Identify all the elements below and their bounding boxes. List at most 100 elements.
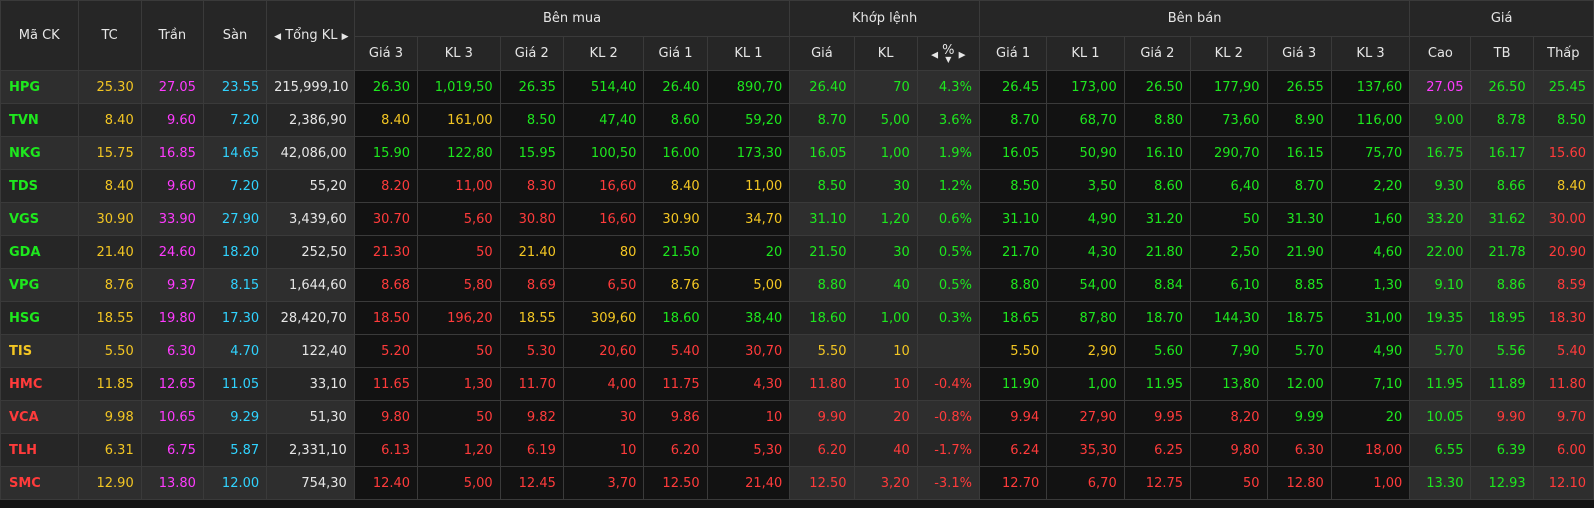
header-bid-price-3[interactable]: Giá 3 [353, 36, 419, 71]
left-arrow-icon[interactable]: ◀ [274, 32, 282, 42]
bid-vol-2-cell: 16,60 [562, 202, 645, 236]
ask-price-3-cell: 8.85 [1266, 268, 1332, 302]
header-ceiling[interactable]: Trần [140, 0, 204, 71]
header-match-price[interactable]: Giá [789, 36, 855, 71]
ask-price-3-cell: 31.30 [1266, 202, 1332, 236]
header-ask-price-1[interactable]: Giá 1 [978, 36, 1048, 71]
header-bid-vol-2[interactable]: KL 2 [562, 36, 645, 71]
reference-cell: 8.40 [77, 169, 142, 203]
total-volume-label: Tổng KL [285, 28, 338, 43]
ask-price-2-cell: 11.95 [1123, 367, 1192, 401]
table-row[interactable]: NKG 15.75 16.85 14.65 42,086,00 15.90 122,80 15… [0, 136, 1594, 170]
table-row[interactable]: HPG 25.30 27.05 23.55 215,999,10 26.30 1,019,5… [0, 70, 1594, 104]
bid-vol-2-cell: 10 [562, 433, 645, 467]
ask-vol-2-cell: 73,60 [1190, 103, 1268, 137]
header-total-volume[interactable]: ◀ Tổng KL ▶ [266, 0, 355, 71]
right-arrow-icon[interactable]: ▶ [958, 50, 966, 60]
bid-vol-3-cell: 161,00 [417, 103, 501, 137]
header-average[interactable]: TB [1470, 36, 1534, 71]
ask-price-2-cell: 8.60 [1123, 169, 1192, 203]
bid-price-2-cell: 21.40 [499, 235, 564, 269]
header-bid-vol-1[interactable]: KL 1 [706, 36, 791, 71]
header-price-group: Giá [1409, 0, 1594, 37]
bid-vol-1-cell: 59,20 [706, 103, 791, 137]
ask-vol-3-cell: 75,70 [1330, 136, 1411, 170]
low-cell: 6.00 [1532, 433, 1594, 467]
match-percent-cell: -0.4% [916, 367, 980, 401]
header-bid-price-1[interactable]: Giá 1 [643, 36, 708, 71]
high-cell: 16.75 [1409, 136, 1472, 170]
header-bid-price-2[interactable]: Giá 2 [499, 36, 564, 71]
bid-vol-2-cell: 4,00 [562, 367, 645, 401]
ask-price-1-cell: 16.05 [978, 136, 1048, 170]
header-floor[interactable]: Sàn [202, 0, 268, 71]
ask-price-1-cell: 8.80 [978, 268, 1048, 302]
total-volume-cell: 215,999,10 [266, 70, 355, 104]
ask-price-1-cell: 6.24 [978, 433, 1048, 467]
header-ask-vol-1[interactable]: KL 1 [1046, 36, 1125, 71]
header-ask-price-3[interactable]: Giá 3 [1266, 36, 1332, 71]
header-ask-price-2[interactable]: Giá 2 [1123, 36, 1192, 71]
table-row[interactable]: VPG 8.76 9.37 8.15 1,644,60 8.68 5,80 8.69 6,50 8… [0, 268, 1594, 302]
header-match-volume[interactable]: KL [853, 36, 918, 71]
header-symbol[interactable]: Mã CK [0, 0, 79, 71]
high-cell: 9.00 [1409, 103, 1472, 137]
table-row[interactable]: VGS 30.90 33.90 27.90 3,439,60 30.70 5,60 30.80… [0, 202, 1594, 236]
header-reference[interactable]: TC [77, 0, 142, 71]
ask-vol-2-cell: 50 [1190, 466, 1268, 500]
table-row[interactable]: TLH 6.31 6.75 5.87 2,331,10 6.13 1,20 6.19 10 6.2… [0, 433, 1594, 467]
ask-vol-2-cell: 9,80 [1190, 433, 1268, 467]
table-row[interactable]: GDA 21.40 24.60 18.20 252,50 21.30 50 21.40 80 21… [0, 235, 1594, 269]
table-row[interactable]: TVN 8.40 9.60 7.20 2,386,90 8.40 161,00 8.50 47,… [0, 103, 1594, 137]
table-row[interactable]: TIS 5.50 6.30 4.70 122,40 5.20 50 5.30 20,60 5.40… [0, 334, 1594, 368]
match-price-cell: 8.70 [789, 103, 855, 137]
floor-cell: 7.20 [202, 169, 268, 203]
right-arrow-icon[interactable]: ▶ [341, 32, 349, 42]
bid-price-3-cell: 11.65 [353, 367, 419, 401]
header-high[interactable]: Cao [1409, 36, 1472, 71]
ask-vol-1-cell: 3,50 [1046, 169, 1125, 203]
average-cell: 11.89 [1470, 367, 1534, 401]
bid-price-1-cell: 8.76 [643, 268, 708, 302]
ask-price-3-cell: 26.55 [1266, 70, 1332, 104]
average-cell: 18.95 [1470, 301, 1534, 335]
bid-vol-3-cell: 5,60 [417, 202, 501, 236]
header-match-percent[interactable]: ◀ % ▼ ▶ [916, 36, 980, 71]
table-row[interactable]: VCA 9.98 10.65 9.29 51,30 9.80 50 9.82 30 9.86 10 9… [0, 400, 1594, 434]
header-ask-vol-3[interactable]: KL 3 [1330, 36, 1411, 71]
bid-price-2-cell: 26.35 [499, 70, 564, 104]
bid-vol-3-cell: 1,30 [417, 367, 501, 401]
match-volume-cell: 5,00 [853, 103, 918, 137]
low-cell: 30.00 [1532, 202, 1594, 236]
sort-desc-icon[interactable]: ▼ [945, 54, 952, 64]
bid-price-3-cell: 21.30 [353, 235, 419, 269]
match-volume-cell: 10 [853, 367, 918, 401]
header-bid-vol-3[interactable]: KL 3 [417, 36, 501, 71]
match-price-cell: 18.60 [789, 301, 855, 335]
ask-price-1-cell: 26.45 [978, 70, 1048, 104]
floor-cell: 23.55 [202, 70, 268, 104]
table-row[interactable]: SMC 12.90 13.80 12.00 754,30 12.40 5,00 12.45 3,… [0, 466, 1594, 500]
match-volume-cell: 1,20 [853, 202, 918, 236]
table-row[interactable]: HSG 18.55 19.80 17.30 28,420,70 18.50 196,20 18… [0, 301, 1594, 335]
ask-vol-2-cell: 6,10 [1190, 268, 1268, 302]
header-low[interactable]: Thấp [1532, 36, 1594, 71]
ask-price-2-cell: 9.95 [1123, 400, 1192, 434]
table-row[interactable]: HMC 11.85 12.65 11.05 33,10 11.65 1,30 11.70 4,0… [0, 367, 1594, 401]
ask-vol-3-cell: 116,00 [1330, 103, 1411, 137]
left-arrow-icon[interactable]: ◀ [931, 50, 939, 60]
match-percent-cell: 1.2% [916, 169, 980, 203]
match-percent-cell: -3.1% [916, 466, 980, 500]
low-cell: 11.80 [1532, 367, 1594, 401]
ask-vol-3-cell: 137,60 [1330, 70, 1411, 104]
reference-cell: 21.40 [77, 235, 142, 269]
ask-price-3-cell: 12.00 [1266, 367, 1332, 401]
bid-vol-3-cell: 50 [417, 235, 501, 269]
ceiling-cell: 9.37 [140, 268, 204, 302]
table-row[interactable]: TDS 8.40 9.60 7.20 55,20 8.20 11,00 8.30 16,60 8.… [0, 169, 1594, 203]
header-ask-vol-2[interactable]: KL 2 [1190, 36, 1268, 71]
match-volume-cell: 1,00 [853, 136, 918, 170]
ask-vol-2-cell: 290,70 [1190, 136, 1268, 170]
match-price-cell: 8.50 [789, 169, 855, 203]
match-volume-cell: 1,00 [853, 301, 918, 335]
